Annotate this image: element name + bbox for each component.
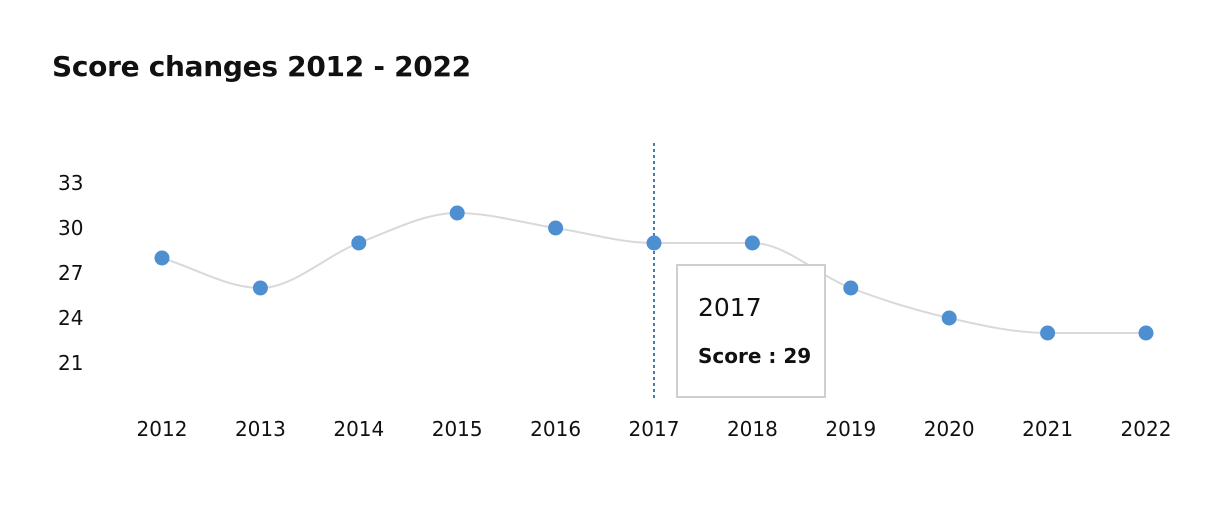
data-point: [154, 250, 170, 266]
x-tick-label: 2015: [432, 417, 483, 441]
chart-title: Score changes 2012 - 2022: [52, 50, 471, 83]
y-tick-label: 24: [58, 306, 83, 330]
data-point: [252, 280, 268, 296]
tooltip-year: 2017: [698, 293, 762, 322]
data-point: [941, 310, 957, 326]
data-point: [351, 235, 367, 251]
x-tick-label: 2022: [1121, 417, 1172, 441]
x-tick-label: 2018: [727, 417, 778, 441]
x-tick-label: 2020: [924, 417, 975, 441]
y-tick-label: 27: [58, 261, 83, 285]
x-tick-label: 2012: [137, 417, 188, 441]
data-point: [1138, 325, 1154, 341]
y-tick-label: 21: [58, 351, 83, 375]
data-point: [548, 220, 564, 236]
data-point: [843, 280, 859, 296]
x-tick-label: 2016: [530, 417, 581, 441]
data-point: [449, 205, 465, 221]
data-point: [1040, 325, 1056, 341]
y-tick-label: 30: [58, 216, 83, 240]
chart-tooltip: 2017 Score : 29: [676, 264, 826, 398]
x-tick-label: 2017: [629, 417, 680, 441]
series-line: [161, 211, 1146, 335]
tooltip-score: Score : 29: [698, 344, 812, 368]
y-tick-label: 33: [58, 171, 83, 195]
x-tick-label: 2014: [333, 417, 384, 441]
data-point: [744, 235, 760, 251]
x-tick-label: 2019: [825, 417, 876, 441]
x-tick-label: 2013: [235, 417, 286, 441]
data-point: [646, 235, 662, 251]
x-tick-label: 2021: [1022, 417, 1073, 441]
